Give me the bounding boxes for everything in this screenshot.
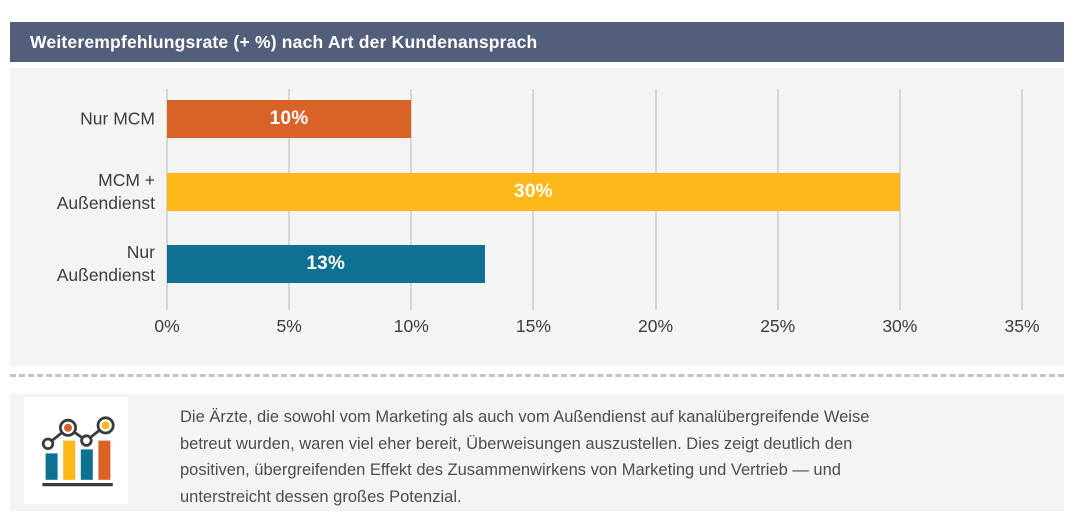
x-axis-tick: 10% <box>393 316 429 336</box>
icon-trend-line <box>47 423 107 445</box>
note-card: Die Ärzte, die sowohl vom Marketing als … <box>10 394 1064 511</box>
title-bar: Weiterempfehlungsrate (+ %) nach Art der… <box>10 22 1064 62</box>
bar-value-label: 10% <box>269 108 309 129</box>
bar-chart: 0% 5% 10% 15% 20% 25% 30% 35% Nur MCM 10% MCM + Au… <box>10 68 1064 366</box>
page-title: Weiterempfehlungsrate (+ %) nach Art der… <box>30 31 538 52</box>
icon-node-4-fill <box>101 420 110 429</box>
x-axis-tick: 25% <box>760 316 796 336</box>
icon-node-2-fill <box>64 423 72 432</box>
icon-box <box>24 397 128 504</box>
x-axis-tick: 30% <box>882 316 918 336</box>
icon-bar-4 <box>98 440 111 480</box>
note-text: Die Ärzte, die sowohl vom Marketing als … <box>180 408 870 506</box>
x-axis-tick: 15% <box>515 316 551 336</box>
x-axis-tick: 35% <box>1004 316 1040 336</box>
dashed-divider <box>10 374 1064 377</box>
category-label: Nur MCM <box>80 108 155 129</box>
section-separator <box>10 374 1064 394</box>
icon-bar-1 <box>45 452 58 480</box>
x-axis-tick: 0% <box>154 316 180 336</box>
grid-line <box>898 89 901 310</box>
bar: 30% <box>167 173 900 211</box>
icon-node-3 <box>80 433 93 447</box>
x-axis-tick: 20% <box>638 316 674 336</box>
bar-value-label: 30% <box>513 181 553 202</box>
combo-chart-icon <box>41 415 115 486</box>
category-label: MCM + Außendienst <box>56 170 155 213</box>
icon-node-1 <box>41 437 55 450</box>
bar: 10% <box>167 100 412 138</box>
x-axis-tick: 5% <box>276 316 302 336</box>
icon-bar-2 <box>63 440 76 480</box>
grid-line <box>1021 89 1023 310</box>
category-label: Nur Außendienst <box>56 242 155 285</box>
icon-bar-3 <box>80 448 93 480</box>
bar-value-label: 13% <box>306 253 346 274</box>
bar: 13% <box>167 245 485 283</box>
